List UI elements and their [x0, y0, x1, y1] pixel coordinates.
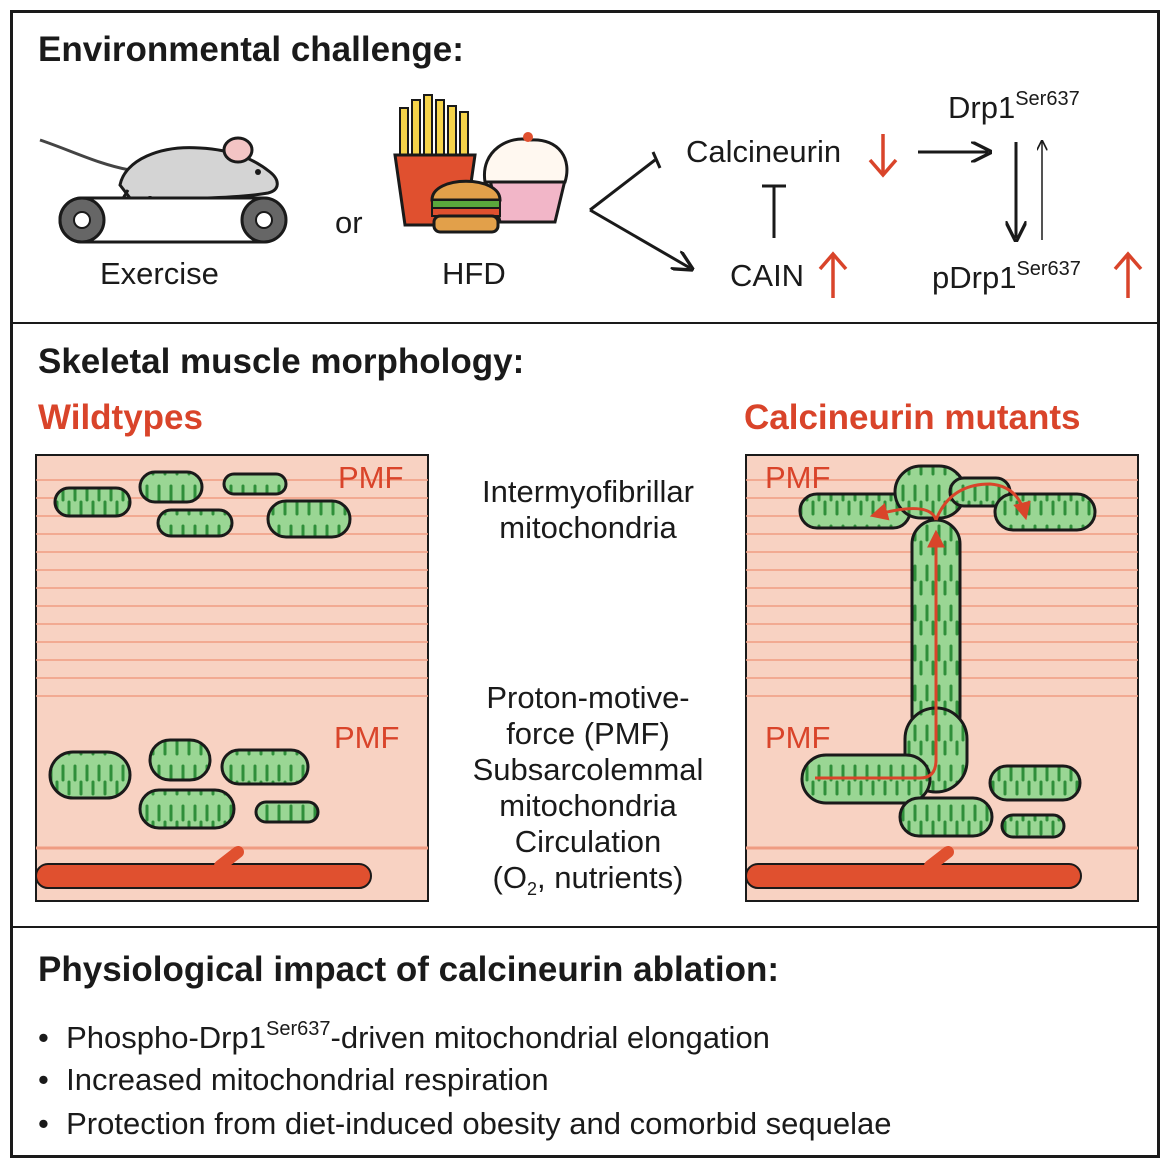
intermyofibrillar-label: Intermyofibrillar mitochondria [482, 474, 694, 545]
impact-title: Physiological impact of calcineurin abla… [38, 950, 779, 989]
pdrp1-label: pDrp1Ser637 [932, 258, 1081, 295]
center-legend-labels: Proton-motive- force (PMF) Subsarcolemma… [472, 680, 704, 900]
wildtype-mitochondria [48, 470, 352, 830]
pmf-label: PMF [765, 720, 831, 755]
environment-title: Environmental challenge: [38, 30, 464, 69]
mutant-mitochondria [798, 464, 1097, 839]
pmf-label: PMF [334, 720, 400, 755]
impact-list-item: • Increased mitochondrial respiration [38, 1062, 549, 1097]
cain-inhibits-calcineurin [762, 184, 786, 238]
mutants-label: Calcineurin mutants [744, 398, 1081, 437]
impact-list-item: • Protection from diet-induced obesity a… [38, 1106, 892, 1141]
or-label: or [335, 205, 363, 240]
cain-up-arrow [818, 251, 848, 298]
figure-frame [10, 10, 1160, 1158]
calcineurin-down-arrow [868, 134, 898, 178]
calcineurin-label: Calcineurin [686, 134, 842, 169]
section-divider [10, 926, 1160, 928]
cain-label: CAIN [730, 258, 805, 293]
wildtypes-label: Wildtypes [38, 398, 203, 437]
mouse-treadmill-icon [39, 136, 288, 244]
section-divider [10, 322, 1160, 324]
drp1-label: Drp1Ser637 [948, 88, 1080, 125]
impact-list-item: • Phospho-Drp1Ser637-driven mitochondria… [38, 1018, 770, 1055]
pmf-label: PMF [338, 460, 404, 495]
exercise-label: Exercise [100, 256, 219, 291]
hfd-food-icon [393, 94, 569, 234]
morphology-title: Skeletal muscle morphology: [38, 342, 525, 381]
pmf-label: PMF [765, 460, 831, 495]
pmf-flow-arrows [815, 482, 1031, 780]
hfd-label: HFD [442, 256, 506, 291]
pdrp1-up-arrow [1113, 251, 1143, 298]
signal-branch-arrows [589, 151, 690, 268]
